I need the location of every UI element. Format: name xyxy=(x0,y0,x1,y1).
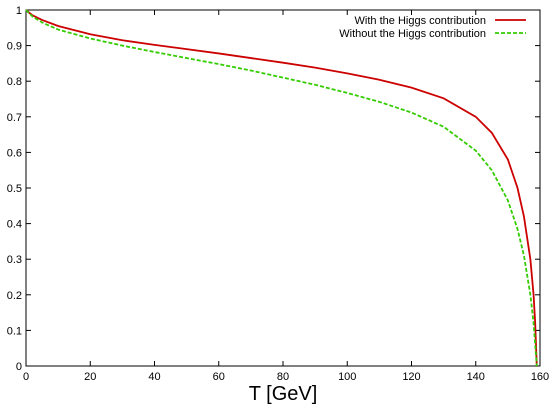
x-tick-label: 0 xyxy=(23,371,29,383)
y-tick-label: 0.6 xyxy=(7,147,22,159)
legend-label-without-higgs: Without the Higgs contribution xyxy=(339,28,486,40)
y-tick-label: 0.7 xyxy=(7,112,22,124)
y-tick-label: 0.2 xyxy=(7,290,22,302)
y-tick-label: 0.4 xyxy=(7,219,22,231)
x-tick-label: 60 xyxy=(213,371,225,383)
y-tick-label: 0.9 xyxy=(7,41,22,53)
x-tick-label: 20 xyxy=(84,371,96,383)
series-line-0 xyxy=(25,9,538,367)
legend-label-with-higgs: With the Higgs contribution xyxy=(355,15,486,27)
y-tick-label: 0.3 xyxy=(7,254,22,266)
y-tick-label: 0 xyxy=(16,361,22,373)
x-tick-label: 40 xyxy=(148,371,160,383)
x-tick-label: 120 xyxy=(402,371,420,383)
y-tick-label: 1 xyxy=(16,5,22,17)
x-tick-label: 80 xyxy=(277,371,289,383)
x-axis-title: T [GeV] xyxy=(249,383,318,404)
y-tick-label: 0.1 xyxy=(7,325,22,337)
y-tick-label: 0.8 xyxy=(7,76,22,88)
x-tick-label: 100 xyxy=(338,371,356,383)
x-tick-label: 140 xyxy=(467,371,485,383)
series-line-1 xyxy=(25,9,538,367)
y-tick-label: 0.5 xyxy=(7,183,22,195)
legend: With the Higgs contribution Without the … xyxy=(339,15,526,40)
x-tick-label: 160 xyxy=(531,371,549,383)
